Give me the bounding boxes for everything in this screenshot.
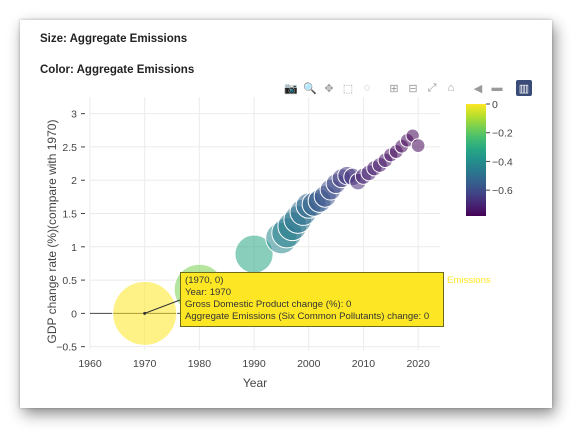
x-tick-label: 1970	[133, 358, 157, 370]
colorbar-tick-label: −0.2	[492, 128, 513, 140]
hover-year: Year: 1970	[185, 287, 439, 299]
colorbar-tick-label: −0.4	[492, 156, 513, 168]
y-tick-label: 1.5	[62, 209, 77, 221]
x-tick-label: 2010	[352, 358, 376, 370]
y-tick-label: 1	[71, 242, 77, 254]
hover-title: (1970, 0)	[185, 275, 439, 287]
x-tick-label: 1960	[78, 358, 102, 370]
hover-point-marker	[143, 312, 146, 315]
y-tick-label: 0	[71, 308, 77, 320]
hover-series-name: Emissions	[447, 275, 491, 286]
x-tick-label: 1980	[188, 358, 212, 370]
x-tick-label: 1990	[242, 358, 266, 370]
x-tick-label: 2000	[297, 358, 321, 370]
hover-tooltip: (1970, 0) Year: 1970 Gross Domestic Prod…	[180, 272, 444, 327]
y-tick-label: 2	[71, 175, 77, 187]
colorbar-tick-label: 0	[492, 99, 498, 111]
y-tick-label: 2.5	[62, 142, 77, 154]
x-axis-title: Year	[243, 376, 267, 390]
hover-gdp: Gross Domestic Product change (%): 0	[185, 299, 439, 311]
data-point	[411, 139, 425, 153]
colorbar	[466, 104, 486, 216]
x-tick-label: 2020	[406, 358, 430, 370]
y-tick-label: 3	[71, 109, 77, 121]
colorbar-tick-label: −0.6	[492, 185, 513, 197]
y-tick-label: −0.5	[56, 342, 77, 354]
y-axis-title: GDP change rate (%)(compare with 1970)	[45, 120, 59, 344]
hover-emissions: Aggregate Emissions (Six Common Pollutan…	[185, 311, 439, 323]
y-tick-label: 0.5	[62, 275, 77, 287]
